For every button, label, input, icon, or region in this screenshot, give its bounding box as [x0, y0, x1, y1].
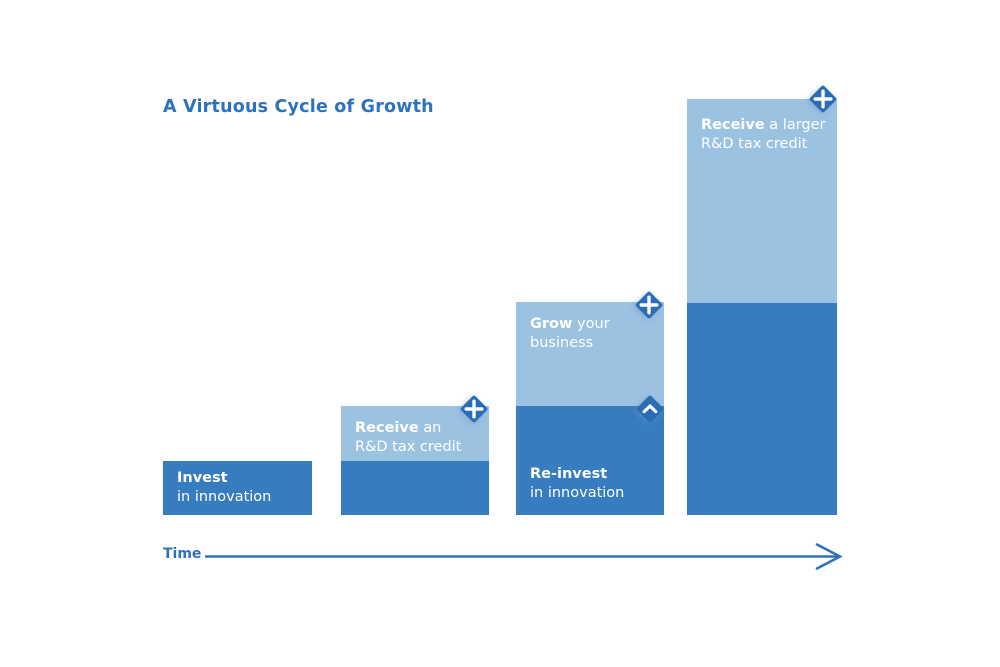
bar-reinvest-dark-segment: Re-invest in innovation — [516, 406, 664, 515]
time-axis-arrow — [205, 543, 843, 570]
chevron-glyph — [642, 404, 658, 414]
bar-receive-larger-dark-segment — [687, 303, 837, 515]
chart-title: A Virtuous Cycle of Growth — [163, 97, 434, 117]
bar-grow-light-segment: Grow your business — [516, 302, 664, 406]
plus-icon — [803, 79, 843, 119]
bar-grow-label: Grow your business — [530, 315, 658, 353]
label-line2: in innovation — [177, 489, 272, 505]
plus-icon — [454, 389, 494, 429]
label-bold: Re-invest — [530, 466, 608, 482]
label-line2: in innovation — [530, 485, 625, 501]
plus-glyph — [813, 89, 833, 109]
label-bold: Invest — [177, 470, 228, 486]
plus-glyph — [464, 399, 484, 419]
label-bold: Grow — [530, 316, 573, 332]
bar-receive-larger-light-segment: Receive a larger R&D tax credit — [687, 99, 837, 303]
chevron-up-icon — [630, 389, 670, 429]
label-line2: business — [530, 335, 594, 351]
label-rest: a larger — [764, 117, 826, 133]
label-rest: your — [572, 316, 610, 332]
plus-icon — [629, 285, 669, 325]
bar-receive-credit-dark-segment — [341, 461, 489, 515]
label-line2: R&D tax credit — [701, 136, 808, 152]
bar-invest-label: Invest in innovation — [177, 469, 306, 507]
label-bold: Receive — [355, 420, 419, 436]
label-line2: R&D tax credit — [355, 439, 462, 455]
bar-receive-larger-label: Receive a larger R&D tax credit — [701, 116, 831, 154]
bar-reinvest-label: Re-invest in innovation — [530, 465, 658, 503]
plus-glyph — [639, 295, 659, 315]
bar-receive-credit-light-segment: Receive an R&D tax credit — [341, 406, 489, 461]
bar-receive-credit-label: Receive an R&D tax credit — [355, 419, 483, 457]
label-rest: an — [418, 420, 442, 436]
label-bold: Receive — [701, 117, 765, 133]
time-axis-label: Time — [163, 546, 202, 562]
bar-invest-segment: Invest in innovation — [163, 461, 312, 515]
